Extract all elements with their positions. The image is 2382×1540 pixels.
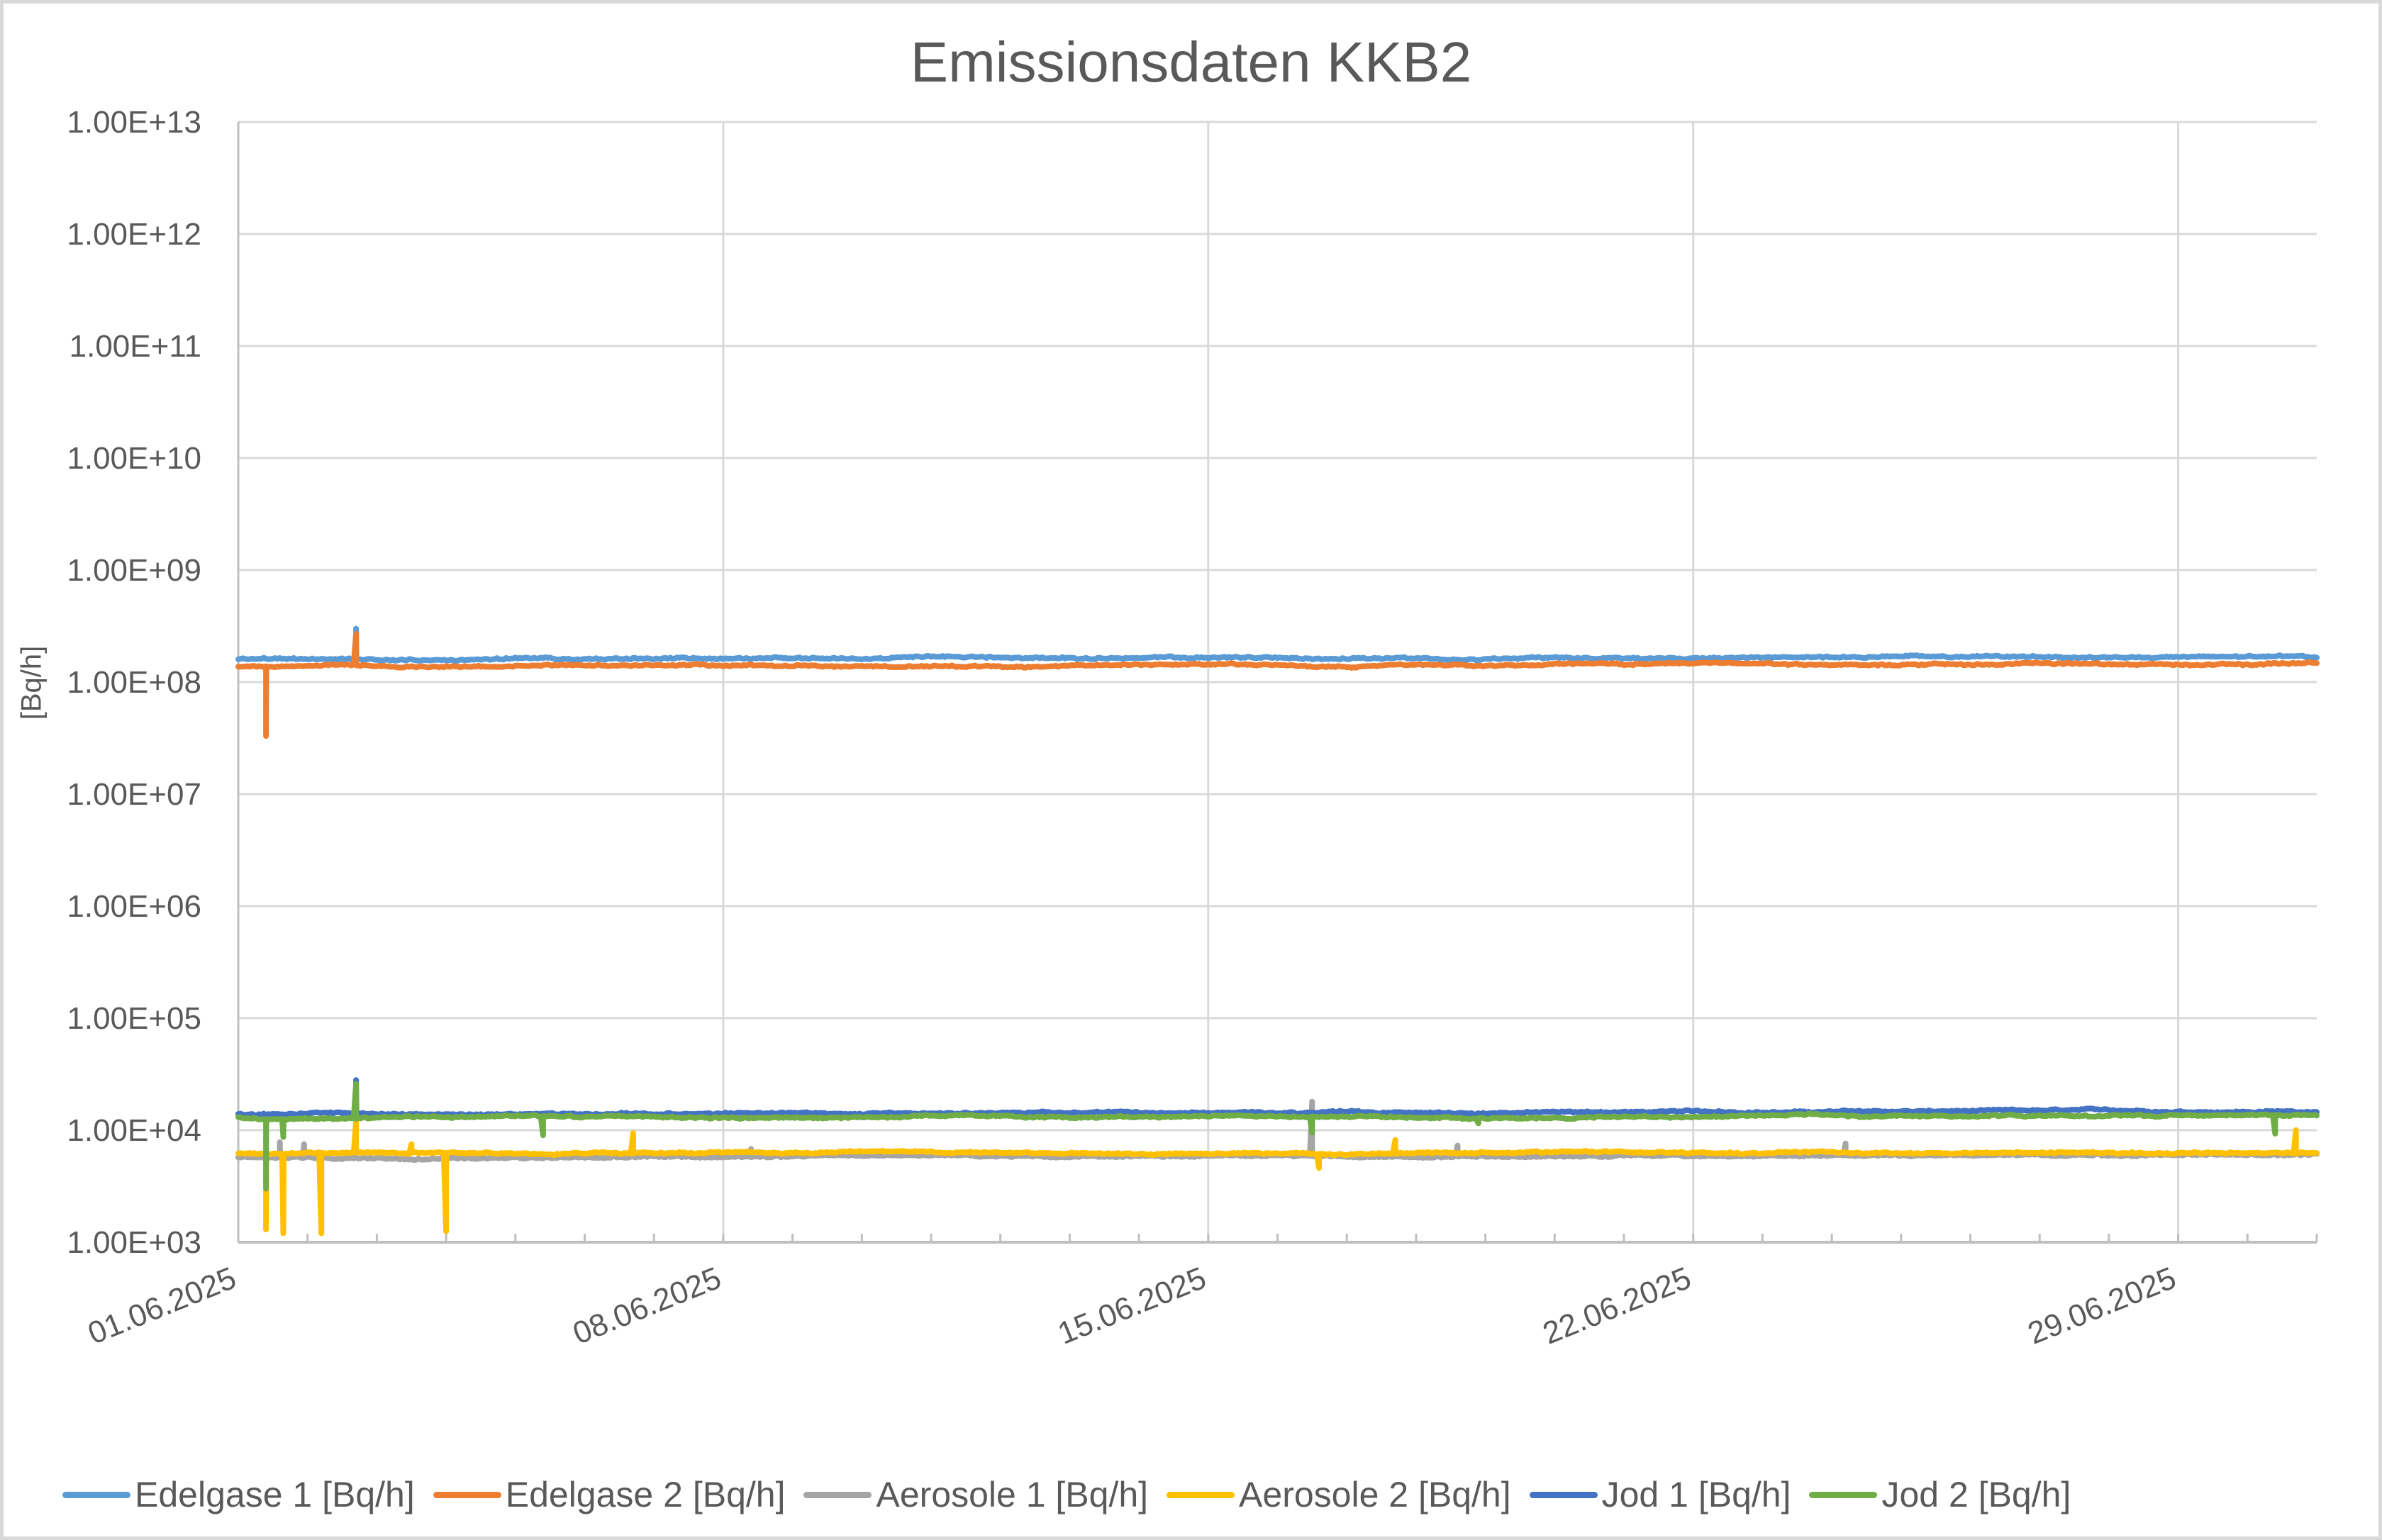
svg-text:15.06.2025: 15.06.2025 [1053,1261,1211,1351]
legend-item-edelgase-2[interactable]: Edelgase 2 [Bq/h] [433,1474,786,1515]
legend-swatch-line-icon [433,1491,501,1498]
svg-text:22.06.2025: 22.06.2025 [1538,1261,1696,1351]
svg-text:1.00E+03: 1.00E+03 [67,1225,201,1260]
svg-text:1.00E+09: 1.00E+09 [67,553,201,588]
legend-swatch-line-icon [1167,1491,1235,1498]
legend-item-edelgase-1[interactable]: Edelgase 1 [Bq/h] [62,1474,415,1515]
svg-text:1.00E+11: 1.00E+11 [69,329,201,364]
svg-text:08.06.2025: 08.06.2025 [568,1261,726,1351]
legend-item-aerosole-2[interactable]: Aerosole 2 [Bq/h] [1167,1474,1511,1515]
chart-title: Emissionsdaten KKB2 [910,30,1472,94]
svg-text:29.06.2025: 29.06.2025 [2023,1261,2181,1351]
svg-text:01.06.2025: 01.06.2025 [83,1261,241,1351]
legend-label: Edelgase 1 [Bq/h] [135,1475,415,1514]
x-axis [237,122,2318,1244]
y-axis-tick-labels: 1.00E+03 1.00E+04 1.00E+05 1.00E+06 1.00E+07… [67,105,201,1260]
legend-swatch-line-icon [62,1491,130,1498]
svg-text:1.00E+05: 1.00E+05 [67,1001,201,1036]
legend-item-jod-2[interactable]: Jod 2 [Bq/h] [1809,1474,2071,1515]
legend-item-aerosole-1[interactable]: Aerosole 1 [Bq/h] [803,1474,1148,1515]
svg-text:1.00E+06: 1.00E+06 [67,889,201,924]
svg-text:1.00E+10: 1.00E+10 [67,441,201,476]
legend-swatch-line-icon [803,1491,872,1498]
x-axis-tick-labels: 01.06.2025 08.06.2025 15.06.2025 22.06.2025… [83,1261,2181,1351]
svg-text:1.00E+04: 1.00E+04 [67,1113,201,1148]
series-line-edelgase-1 [235,625,2320,664]
legend-label: Jod 1 [Bq/h] [1601,1475,1791,1514]
svg-text:1.00E+07: 1.00E+07 [67,777,201,812]
series-line-jod-1 [235,1077,2320,1119]
legend-swatch-line-icon [1529,1491,1598,1498]
svg-text:1.00E+12: 1.00E+12 [67,217,201,252]
legend-item-jod-1[interactable]: Jod 1 [Bq/h] [1529,1474,1791,1515]
series-line-edelgase-2 [235,630,2320,740]
legend-label: Aerosole 2 [Bq/h] [1239,1475,1511,1514]
gridlines [237,121,2317,1242]
svg-text:1.00E+08: 1.00E+08 [67,665,201,700]
legend-label: Aerosole 1 [Bq/h] [876,1475,1149,1514]
legend: Edelgase 1 [Bq/h] Edelgase 2 [Bq/h] Aero… [62,1472,2089,1517]
series-line-aerosole-2 [235,1118,2320,1237]
series-line-jod-2 [235,1081,2320,1192]
svg-text:1.00E+13: 1.00E+13 [67,105,201,140]
legend-label: Edelgase 2 [Bq/h] [505,1475,786,1514]
data-series [235,625,2320,1237]
legend-swatch-line-icon [1809,1491,1878,1498]
legend-label: Jod 2 [Bq/h] [1881,1475,2071,1514]
